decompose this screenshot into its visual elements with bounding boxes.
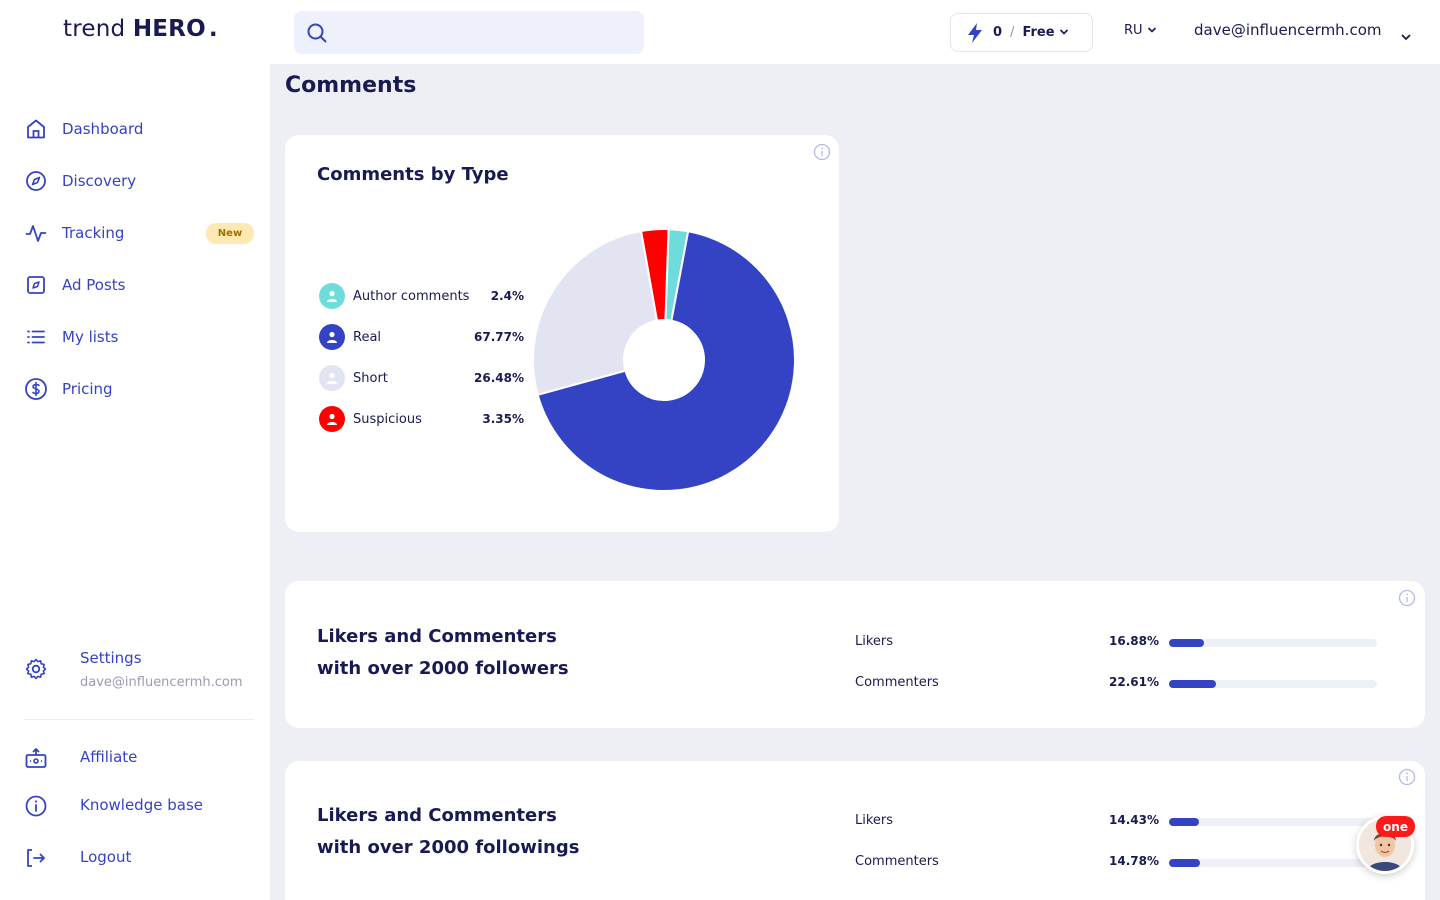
pie-slice-suspicious[interactable] — [638, 228, 670, 322]
row-value: 16.88% — [1109, 634, 1159, 648]
progress-fill — [1169, 818, 1199, 826]
legend-name: Real — [353, 329, 382, 345]
progress-track — [1169, 859, 1377, 867]
legend-pct: 2.4% — [490, 289, 524, 303]
chevron-down-icon — [1059, 25, 1069, 40]
language-selector[interactable]: RU — [1124, 23, 1157, 38]
progress-fill — [1169, 680, 1217, 688]
logout-label: Logout — [80, 848, 132, 866]
person-icon — [319, 365, 345, 391]
progress-track — [1169, 639, 1377, 647]
row-label: Likers — [855, 813, 894, 828]
knowledge-base-label: Knowledge base — [80, 796, 203, 814]
brand-dot: . — [208, 16, 218, 42]
brand-name-light: trend — [63, 16, 126, 42]
progress-fill — [1169, 639, 1205, 647]
plan-name: Free — [1022, 25, 1055, 40]
info-icon[interactable] — [1398, 768, 1416, 790]
sidebar-item-my-lists[interactable]: My lists — [24, 325, 118, 349]
settings-email: dave@influencermh.com — [80, 675, 243, 690]
row-label: Likers — [855, 634, 894, 649]
legend-pct: 3.35% — [482, 412, 524, 426]
followers-title-line2: with over 2000 followers — [317, 658, 569, 679]
search-input[interactable] — [294, 11, 644, 54]
followers-card: Likers and Commenters with over 2000 fol… — [285, 581, 1425, 728]
person-icon — [319, 324, 345, 350]
info-icon — [24, 794, 48, 822]
sidebar-item-ad-posts[interactable]: Ad Posts — [24, 273, 126, 297]
legend-pct: 26.48% — [474, 371, 524, 385]
plan-selector[interactable]: 0 / Free — [950, 13, 1093, 52]
legend-item: Suspicious 3.35% — [319, 406, 524, 432]
followings-title-line1: Likers and Commenters — [317, 805, 557, 826]
page-title: Comments — [285, 73, 417, 98]
compass-icon — [24, 169, 48, 193]
pulse-icon — [24, 221, 48, 245]
settings-label: Settings — [80, 649, 142, 667]
pie-slice-real[interactable] — [534, 226, 799, 495]
gift-icon — [24, 746, 48, 774]
search-icon — [307, 23, 327, 43]
comments-by-type-pie-chart — [532, 226, 799, 495]
progress-track — [1169, 680, 1377, 688]
chevron-down-icon — [1147, 23, 1157, 38]
sidebar-item-label: Dashboard — [62, 120, 144, 138]
new-badge: New — [206, 223, 254, 244]
followings-title-line2: with over 2000 followings — [317, 837, 580, 858]
legend-name: Short — [353, 370, 388, 386]
home-icon — [24, 117, 48, 141]
dollar-icon — [24, 377, 48, 401]
list-icon — [24, 325, 48, 349]
top-header: trend HERO. 0 / Free RU dave@influencerm… — [0, 0, 1440, 64]
user-menu-email[interactable]: dave@influencermh.com — [1194, 21, 1382, 39]
comments-by-type-card: Comments by Type Author comments 2.4% Re… — [285, 135, 839, 532]
ad-post-icon — [24, 273, 48, 297]
sidebar-divider — [24, 719, 254, 720]
credits-count: 0 — [993, 25, 1003, 40]
plan-separator: / — [1010, 25, 1015, 40]
sidebar: Dashboard Discovery Tracking New Ad Post… — [0, 64, 270, 900]
sidebar-item-discovery[interactable]: Discovery — [24, 169, 136, 193]
sidebar-item-label: My lists — [62, 328, 119, 346]
pie-slice-short[interactable] — [532, 227, 660, 398]
row-value: 14.78% — [1109, 854, 1159, 868]
progress-track — [1169, 818, 1377, 826]
progress-fill — [1169, 859, 1200, 867]
affiliate-label: Affiliate — [80, 748, 138, 766]
sidebar-item-label: Ad Posts — [62, 276, 126, 294]
chevron-down-icon[interactable] — [1400, 27, 1412, 46]
info-icon[interactable] — [813, 143, 831, 165]
sidebar-item-label: Discovery — [62, 172, 137, 190]
brand-logo[interactable]: trend HERO. — [63, 16, 218, 42]
sidebar-item-label: Tracking — [62, 224, 125, 242]
chat-notification-badge[interactable]: one — [1376, 816, 1415, 837]
legend-name: Suspicious — [353, 411, 422, 427]
sidebar-item-dashboard[interactable]: Dashboard — [24, 117, 143, 141]
row-label: Commenters — [855, 675, 939, 690]
followings-card: Likers and Commenters with over 2000 fol… — [285, 761, 1425, 900]
sidebar-item-label: Pricing — [62, 380, 113, 398]
gear-icon — [24, 657, 48, 685]
person-icon — [319, 406, 345, 432]
language-label: RU — [1124, 23, 1143, 38]
row-value: 22.61% — [1109, 675, 1159, 689]
bolt-icon — [967, 22, 983, 43]
legend-item: Author comments 2.4% — [319, 283, 524, 309]
legend-name: Author comments — [353, 288, 470, 304]
legend-pct: 67.77% — [474, 330, 524, 344]
comments-by-type-title: Comments by Type — [317, 164, 509, 185]
sidebar-item-pricing[interactable]: Pricing — [24, 377, 113, 401]
followers-title-line1: Likers and Commenters — [317, 626, 557, 647]
info-icon[interactable] — [1398, 589, 1416, 611]
person-icon — [319, 283, 345, 309]
sidebar-item-tracking[interactable]: Tracking — [24, 221, 124, 245]
legend-item: Real 67.77% — [319, 324, 524, 350]
brand-name-bold: HERO — [132, 16, 206, 42]
row-value: 14.43% — [1109, 813, 1159, 827]
row-label: Commenters — [855, 854, 939, 869]
logout-icon — [24, 846, 48, 874]
legend-item: Short 26.48% — [319, 365, 524, 391]
